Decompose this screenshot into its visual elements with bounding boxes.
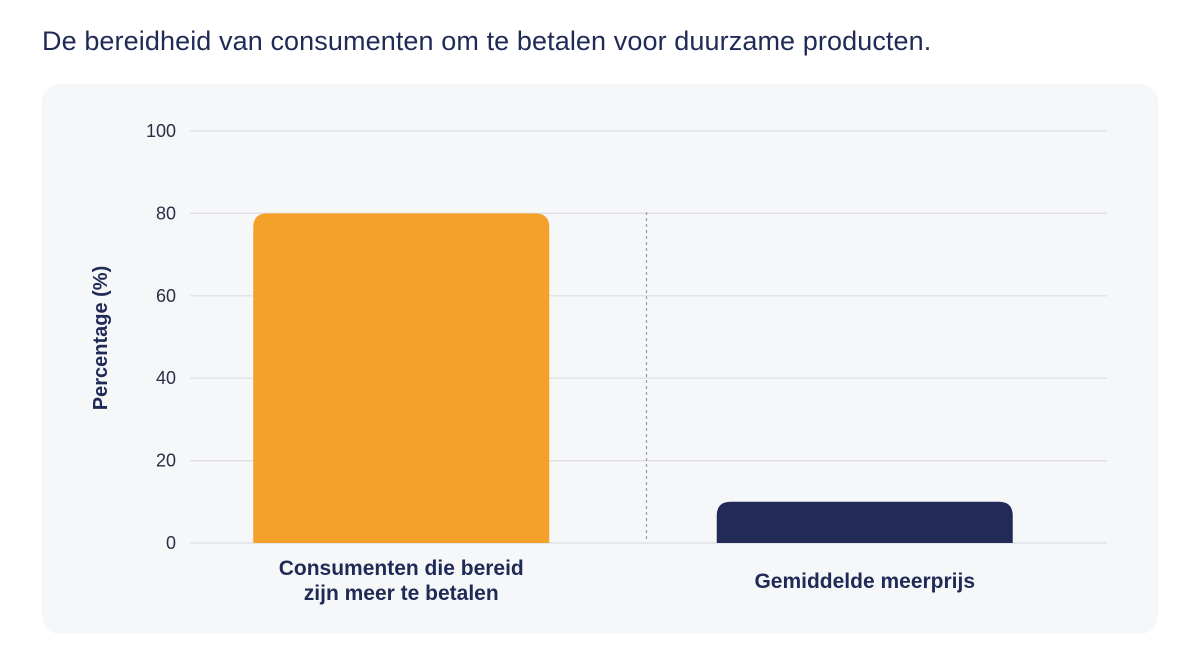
bar-2 xyxy=(716,501,1013,543)
chart-title: De bereidheid van consumenten om te beta… xyxy=(42,26,932,56)
x-category-label-line: zijn meer te betalen xyxy=(304,582,499,605)
x-category-label-1: Consumenten die bereid zijn meer te betal… xyxy=(279,557,524,605)
y-axis-label: Percentage (%) xyxy=(90,266,112,411)
x-category-label-2: Gemiddelde meerprijs xyxy=(754,570,975,593)
x-category-label-line: Gemiddelde meerprijs xyxy=(754,570,975,593)
bar-1 xyxy=(253,213,550,543)
y-tick-label-80: 80 xyxy=(156,203,176,223)
x-category-label-line: Consumenten die bereid xyxy=(279,557,524,580)
y-tick-label-100: 100 xyxy=(146,121,176,141)
y-tick-label-0: 0 xyxy=(166,533,176,553)
y-tick-label-60: 60 xyxy=(156,286,176,306)
y-tick-label-20: 20 xyxy=(156,451,176,471)
y-tick-label-40: 40 xyxy=(156,368,176,388)
